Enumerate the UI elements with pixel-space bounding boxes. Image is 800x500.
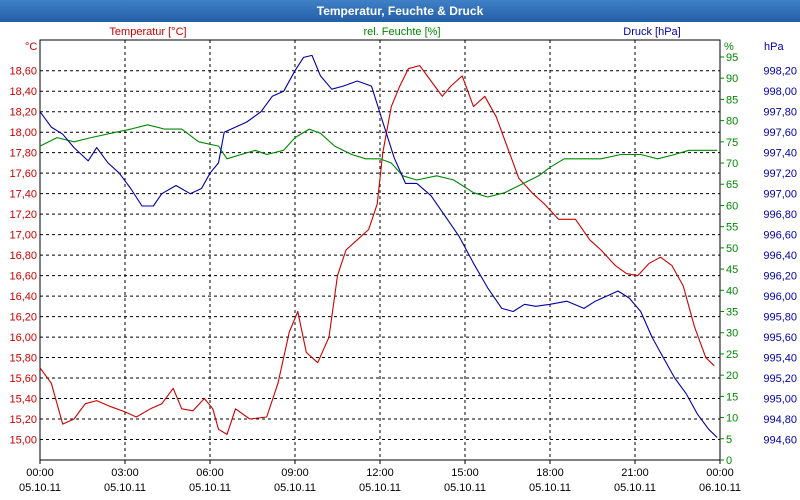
x-tick-date: 05.10.11	[19, 482, 61, 494]
humidity-tick-label: 55	[726, 222, 738, 234]
temp-tick-label: 15,60	[9, 373, 37, 385]
x-tick-date: 05.10.11	[189, 482, 231, 494]
humidity-tick-label: 0	[726, 455, 732, 467]
humidity-tick-label: 40	[726, 285, 738, 297]
x-tick-time: 15:00	[451, 467, 479, 479]
temp-tick-label: 16,20	[9, 312, 37, 324]
temp-tick-label: 18,60	[9, 66, 37, 78]
temp-tick-label: 18,00	[9, 127, 37, 139]
humidity-axis-title: rel. Feuchte [%]	[363, 26, 440, 38]
humidity-tick-label: 15	[726, 391, 738, 403]
temp-tick-label: 15,20	[9, 414, 37, 426]
x-tick-date: 05.10.11	[359, 482, 401, 494]
humidity-tick-label: 85	[726, 94, 738, 106]
temp-tick-label: 17,40	[9, 189, 37, 201]
temp-tick-label: 17,20	[9, 209, 37, 221]
pressure-series-line	[39, 54, 718, 438]
humidity-series-line	[39, 124, 718, 198]
humidity-tick-label: 25	[726, 349, 738, 361]
series-layer	[39, 54, 718, 438]
x-tick-time: 06:00	[196, 467, 224, 479]
x-tick-time: 09:00	[281, 467, 309, 479]
temp-tick-label: 16,00	[9, 332, 37, 344]
pressure-tick-label: 997,00	[763, 189, 797, 201]
humidity-unit: %	[724, 41, 734, 53]
humidity-tick-label: 75	[726, 137, 738, 149]
pressure-tick-label: 996,80	[763, 209, 797, 221]
humidity-tick-label: 45	[726, 264, 738, 276]
pressure-tick-label: 998,20	[763, 66, 797, 78]
pressure-tick-label: 998,00	[763, 86, 797, 98]
pressure-tick-label: 997,20	[763, 168, 797, 180]
temp-series-line	[39, 65, 715, 435]
pressure-tick-label: 995,00	[763, 394, 797, 406]
pressure-tick-label: 997,80	[763, 107, 797, 119]
x-tick-time: 21:00	[621, 467, 649, 479]
humidity-tick-label: 95	[726, 52, 738, 64]
window-title: Temperatur, Feuchte & Druck	[0, 0, 800, 22]
temp-tick-label: 15,00	[9, 435, 37, 447]
temp-axis-title: Temperatur [°C]	[109, 26, 186, 38]
temp-tick-label: 18,20	[9, 107, 37, 119]
x-tick-time: 03:00	[111, 467, 139, 479]
pressure-tick-label: 995,60	[763, 332, 797, 344]
x-tick-date: 05.10.11	[614, 482, 656, 494]
temp-unit: °C	[25, 41, 37, 53]
temp-tick-label: 15,40	[9, 394, 37, 406]
temp-tick-label: 16,80	[9, 250, 37, 262]
x-tick-time: 12:00	[366, 467, 394, 479]
pressure-tick-label: 996,00	[763, 291, 797, 303]
x-tick-time: 00:00	[26, 467, 54, 479]
x-tick-date: 05.10.11	[104, 482, 146, 494]
x-tick-time: 00:00	[706, 467, 734, 479]
humidity-tick-label: 50	[726, 243, 738, 255]
pressure-tick-label: 995,40	[763, 353, 797, 365]
x-tick-time: 18:00	[536, 467, 564, 479]
temp-tick-label: 17,00	[9, 230, 37, 242]
x-tick-date: 05.10.11	[529, 482, 571, 494]
x-tick-date: 06.10.11	[699, 482, 741, 494]
humidity-tick-label: 80	[726, 116, 738, 128]
pressure-tick-label: 994,60	[763, 435, 797, 447]
humidity-tick-label: 10	[726, 413, 738, 425]
humidity-tick-label: 30	[726, 328, 738, 340]
pressure-tick-label: 997,40	[763, 148, 797, 160]
temp-tick-label: 17,80	[9, 148, 37, 160]
pressure-tick-label: 994,80	[763, 414, 797, 426]
humidity-tick-label: 20	[726, 370, 738, 382]
temp-tick-label: 15,80	[9, 353, 37, 365]
humidity-tick-label: 5	[726, 434, 732, 446]
temp-tick-label: 16,60	[9, 271, 37, 283]
grid-lines	[39, 40, 724, 464]
pressure-tick-label: 996,20	[763, 271, 797, 283]
humidity-tick-label: 65	[726, 179, 738, 191]
humidity-tick-label: 70	[726, 158, 738, 170]
x-tick-date: 05.10.11	[444, 482, 486, 494]
temp-tick-label: 18,40	[9, 86, 37, 98]
x-tick-date: 05.10.11	[274, 482, 316, 494]
pressure-tick-label: 995,20	[763, 373, 797, 385]
humidity-tick-label: 60	[726, 200, 738, 212]
temp-tick-label: 16,40	[9, 291, 37, 303]
pressure-axis-title: Druck [hPa]	[623, 26, 680, 38]
pressure-tick-label: 997,60	[763, 127, 797, 139]
pressure-tick-label: 995,80	[763, 312, 797, 324]
humidity-tick-label: 35	[726, 307, 738, 319]
temp-tick-label: 17,60	[9, 168, 37, 180]
pressure-tick-label: 996,60	[763, 230, 797, 242]
humidity-tick-label: 90	[726, 73, 738, 85]
pressure-unit: hPa	[764, 41, 784, 53]
pressure-tick-label: 996,40	[763, 250, 797, 262]
chart-canvas: 00:00 05.10.11 03:00 05.10.11 06:00 05.10.11 0…	[9, 26, 797, 494]
axis-labels: 00:00 05.10.11 03:00 05.10.11 06:00 05.10.11 0…	[9, 52, 797, 494]
